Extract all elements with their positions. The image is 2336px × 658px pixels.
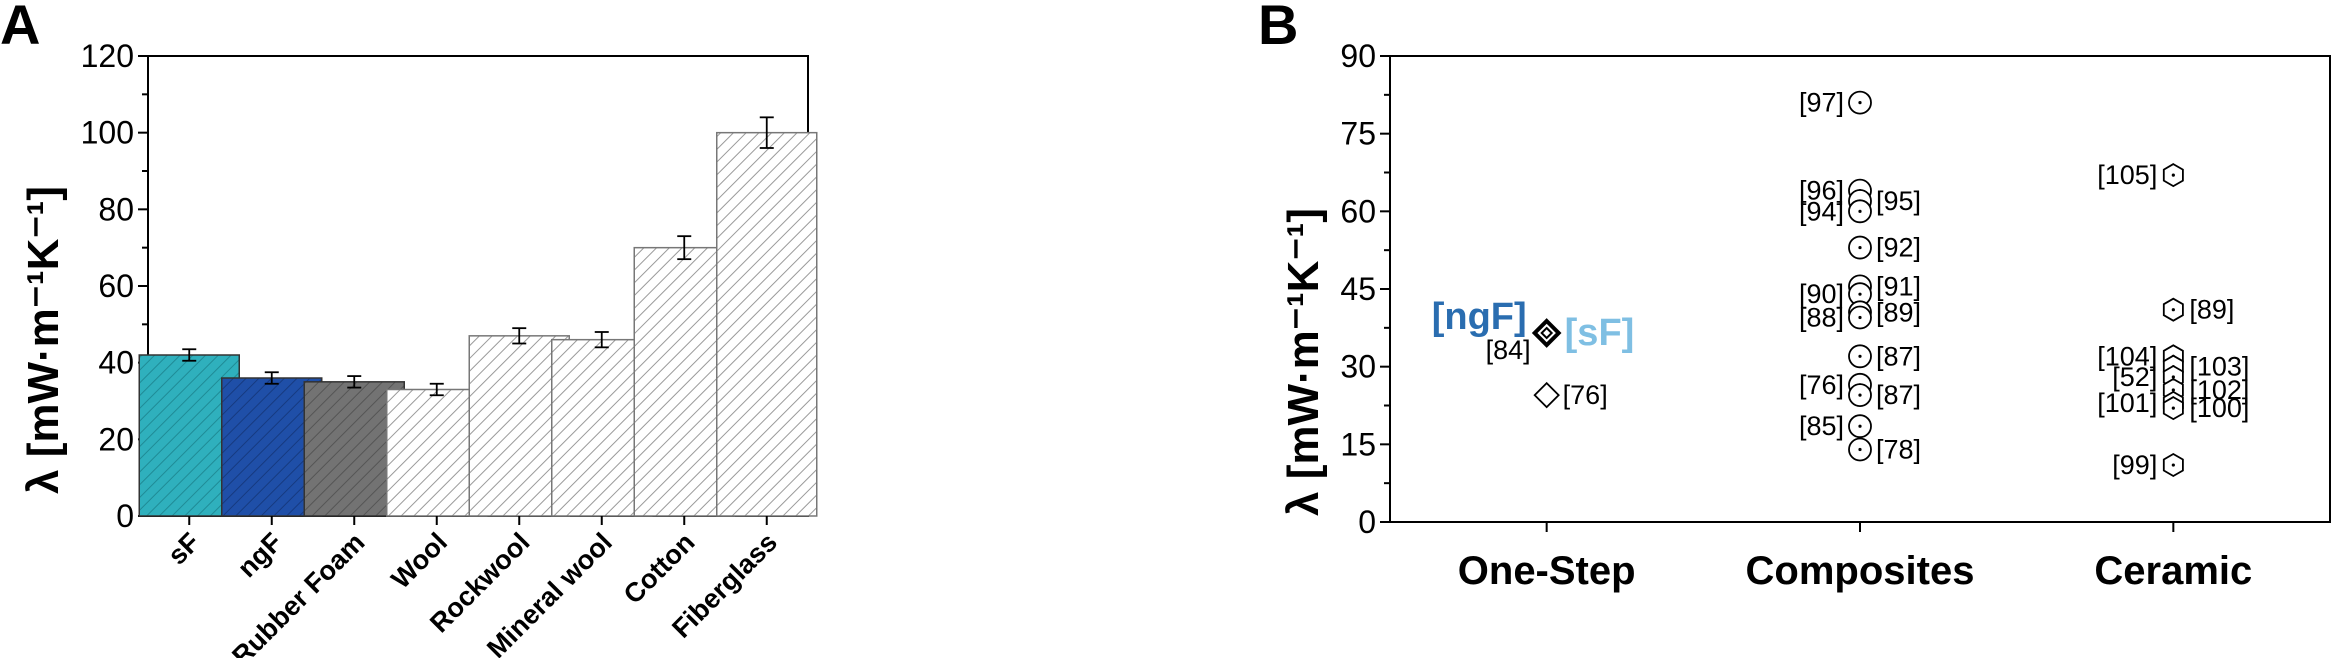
chart-b-x-tick-label: Ceramic	[2094, 549, 2252, 593]
chart-b-point-label: [88]	[1799, 302, 1844, 332]
chart-b-point-center	[2171, 406, 2175, 410]
chart-b-point-label: [97]	[1799, 88, 1844, 118]
chart-b-point-center	[2171, 375, 2175, 379]
chart-a-y-tick-label: 40	[98, 345, 134, 381]
chart-b-point-center	[1858, 424, 1862, 428]
chart-b-point-label: [87]	[1876, 380, 1921, 410]
chart-a-x-tick-label: Cotton	[618, 527, 701, 610]
chart-b-point-label: [76]	[1563, 380, 1608, 410]
chart-b-y-tick-label: 15	[1340, 426, 1376, 462]
chart-b-point-center	[2171, 463, 2175, 467]
chart-b-point-diamond	[1533, 381, 1560, 409]
chart-b-ngF-label: [ngF]	[1432, 296, 1527, 338]
panel-b-letter: B	[1258, 0, 1298, 56]
chart-b-y-tick-label: 75	[1340, 116, 1376, 152]
chart-b-point-label: [101]	[2097, 388, 2157, 418]
chart-b-point-center	[1858, 209, 1862, 213]
panel-a-letter: A	[0, 0, 40, 56]
chart-b-point-label: [87]	[1876, 341, 1921, 371]
chart-b-point-label: [105]	[2097, 160, 2157, 190]
chart-b-point-label: [99]	[2112, 450, 2157, 480]
chart-b-point-center	[1858, 315, 1862, 320]
chart-b-point-center	[1858, 393, 1862, 397]
chart-b-point-center	[1858, 101, 1862, 105]
chart-a-x-tick-label: Wool	[385, 527, 453, 595]
chart-a-bar	[716, 131, 818, 517]
chart-b-y-tick-label: 60	[1340, 193, 1376, 229]
chart-b-y-tick-label: 30	[1340, 349, 1376, 385]
chart-b-point-label: [52]	[2112, 362, 2157, 392]
chart-b-x-tick-label: One-Step	[1458, 549, 1636, 593]
chart-b-point-label: [91]	[1876, 271, 1921, 301]
chart-a-y-tick-label: 100	[81, 115, 134, 151]
chart-b-point-label: [89]	[2189, 295, 2234, 325]
chart-b-point-center	[1858, 292, 1862, 296]
chart-b-point-label: [94]	[1799, 196, 1844, 226]
chart-b-y-tick-label: 0	[1358, 504, 1376, 540]
chart-a-x-tick-label: sF	[162, 527, 205, 570]
chart-b-point-label: [96]	[1799, 176, 1844, 206]
chart-a-y-tick-label: 80	[98, 191, 134, 227]
chart-b-point-diamond-inner	[1540, 326, 1554, 340]
chart-b-point-label: [76]	[1799, 370, 1844, 400]
chart-b-point-center	[2171, 388, 2175, 392]
chart-b-point-center	[2171, 173, 2175, 177]
chart-a-y-tick-label: 60	[98, 268, 134, 304]
chart-a-x-tick-label: ngF	[232, 527, 288, 583]
chart-b-sF-label: [sF]	[1565, 312, 1635, 354]
chart-b-point-label: [104]	[2097, 341, 2157, 371]
chart-a-y-tick-label: 20	[98, 421, 134, 457]
chart-b-point-center	[1858, 354, 1862, 358]
chart-b-point-center	[1858, 447, 1862, 452]
chart-b-point-label: [84]	[1486, 335, 1531, 365]
chart-b-point-label: [100]	[2189, 393, 2249, 423]
chart-b-point-center	[2171, 308, 2175, 312]
chart-b-point-label: [95]	[1876, 186, 1921, 216]
chart-b-y-tick-label: 90	[1340, 38, 1376, 74]
scatter-chart-b: 0 15 30 45 60 75 90 One-Step Composites Ceramic [8…	[1340, 38, 2331, 593]
chart-b-point-label: [78]	[1876, 435, 1921, 465]
chart-b-point-label: [103]	[2189, 352, 2249, 382]
chart-b-point-label: [90]	[1799, 279, 1844, 309]
chart-a-y-axis-title: λ [mW·m⁻¹K⁻¹]	[19, 186, 68, 494]
chart-a-y-tick-label: 0	[116, 498, 134, 534]
chart-b-y-axis-title: λ [mW·m⁻¹K⁻¹]	[1279, 208, 1328, 516]
chart-b-point-center	[1858, 245, 1862, 250]
chart-b-point-label: [85]	[1799, 411, 1844, 441]
chart-b-x-tick-label: Composites	[1746, 549, 1975, 593]
chart-b-y-tick-label: 45	[1340, 271, 1376, 307]
chart-b-point-label: [89]	[1876, 297, 1921, 327]
chart-b-point-label: [92]	[1876, 233, 1921, 263]
chart-b-point-label: [102]	[2189, 375, 2249, 405]
chart-a-y-tick-label: 120	[81, 38, 134, 74]
